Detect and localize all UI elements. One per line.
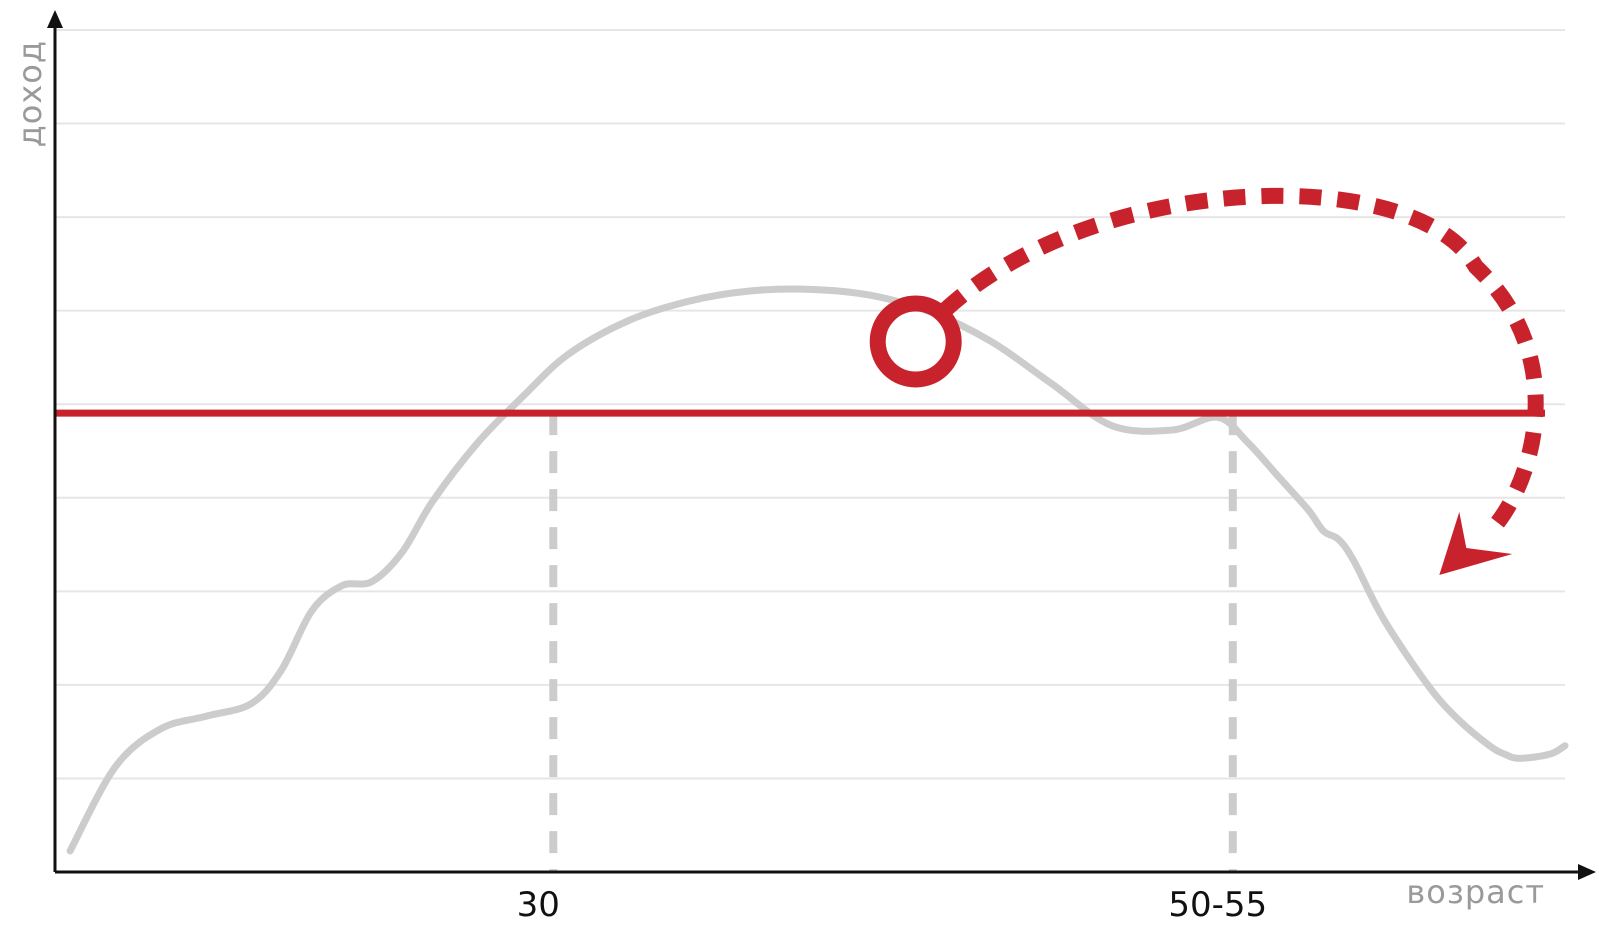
income-curve [70, 289, 1565, 851]
x-axis-arrow [1578, 864, 1596, 880]
x-tick-label: 30 [517, 885, 560, 925]
start-ring [878, 304, 954, 380]
x-tick-label: 50-55 [1168, 885, 1267, 925]
annotation-arrow [878, 196, 1536, 575]
axes [47, 10, 1596, 880]
x-axis-label: возраст [1406, 873, 1545, 911]
y-axis-arrow [47, 10, 63, 28]
x-tick-labels: 30 50-55 [517, 885, 1268, 925]
y-axis-label: доход [11, 40, 49, 147]
dotted-arc [946, 196, 1536, 532]
dashed-guides [553, 413, 1233, 872]
